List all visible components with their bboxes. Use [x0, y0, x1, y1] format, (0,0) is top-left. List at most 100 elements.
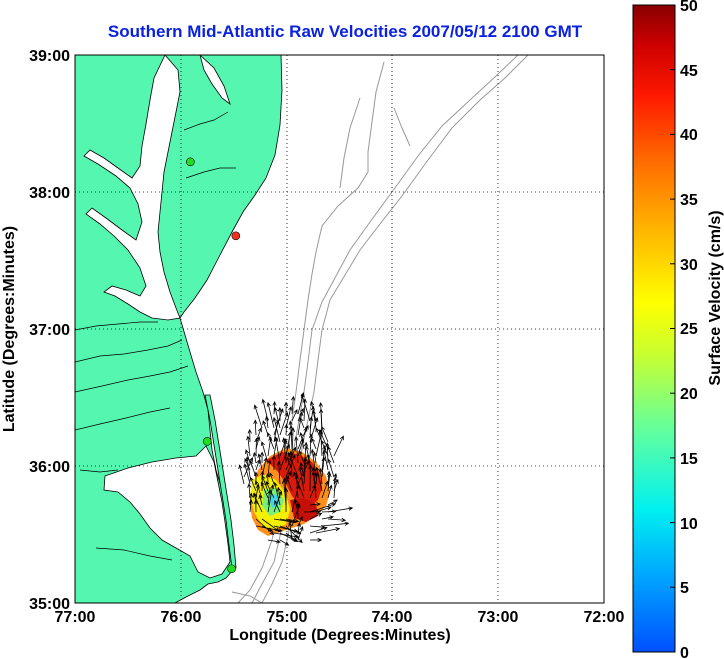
lon-tick-label: 73:00: [478, 609, 519, 626]
velocity-vector: [238, 464, 245, 485]
lon-tick-label: 75:00: [267, 609, 308, 626]
velocity-vector: [327, 445, 335, 464]
velocity-vector: [253, 492, 263, 513]
velocity-vector: [248, 492, 254, 506]
velocity-vector: [309, 502, 337, 513]
velocity-vector: [281, 437, 287, 464]
velocity-vector: [309, 526, 328, 534]
velocity-vector: [273, 525, 299, 533]
lat-tick-label: 38:00: [29, 185, 70, 202]
colorbar-tick-label: 40: [680, 127, 698, 144]
velocity-vector: [265, 473, 270, 485]
velocity-vector: [281, 479, 287, 506]
outer-banks: [204, 394, 237, 569]
velocity-vector: [245, 456, 251, 478]
velocity-vector: [315, 431, 323, 457]
velocity-vector: [297, 526, 304, 541]
velocity-vector: [243, 463, 251, 485]
velocity-vectors: [238, 391, 354, 546]
velocity-vector: [252, 451, 257, 464]
radar-site-marker: [231, 231, 241, 241]
velocity-vector: [253, 404, 263, 429]
pamlico-sound: [103, 445, 231, 579]
velocity-vector: [285, 532, 297, 542]
velocity-vector: [253, 499, 258, 513]
radar-sites: [186, 157, 241, 574]
lat-tick-label: 35:00: [29, 596, 70, 613]
colorbar-tick-label: 5: [680, 580, 689, 597]
velocity-vector: [249, 476, 257, 492]
velocity-vector: [267, 459, 272, 478]
velocity-vector: [267, 432, 275, 450]
velocity-vector: [255, 525, 283, 533]
velocity-vector: [255, 459, 261, 471]
velocity-vector: [291, 395, 296, 415]
velocity-vector: [297, 411, 304, 436]
velocity-vector: [260, 470, 265, 492]
colorbar-tick-label: 20: [680, 386, 698, 403]
velocity-vector: [285, 454, 296, 478]
velocity-vector: [309, 484, 316, 499]
velocity-vector: [294, 436, 299, 464]
velocity-vector: [327, 506, 354, 513]
lon-tick-label: 74:00: [372, 609, 413, 626]
velocity-vector: [297, 407, 304, 422]
velocity-vector: [279, 411, 289, 436]
velocity-vector: [273, 481, 281, 506]
velocity-vector: [267, 484, 275, 513]
velocity-vector: [267, 436, 273, 457]
velocity-vector: [290, 427, 296, 457]
velocity-vector: [272, 416, 281, 443]
velocity-vector: [318, 467, 323, 485]
velocity-vector: [284, 423, 289, 436]
velocity-vector: [309, 512, 323, 520]
velocity-vector: [273, 490, 283, 513]
velocity-vector: [333, 476, 338, 499]
velocity-vector: [273, 436, 281, 464]
velocity-vector: [261, 474, 269, 492]
velocity-vector: [303, 441, 308, 471]
velocity-vector: [321, 480, 329, 499]
lon-tick-label: 77:00: [55, 609, 96, 626]
velocity-vector: [315, 466, 323, 492]
velocity-vector: [248, 499, 253, 513]
rivers: [75, 111, 236, 561]
velocity-vector: [315, 527, 341, 534]
velocity-vector: [267, 539, 281, 544]
velocity-vector: [308, 433, 314, 457]
velocity-vector: [283, 487, 289, 513]
chesapeake-bay: [83, 55, 181, 321]
colorbar-tick-label: 50: [680, 0, 698, 15]
velocity-vector: [291, 409, 298, 422]
velocity-vector: [311, 437, 317, 450]
velocity-vector: [291, 484, 300, 513]
delaware-bay: [199, 55, 231, 106]
velocity-vector: [279, 539, 290, 546]
velocity-vector: [315, 506, 332, 513]
velocity-vector: [322, 448, 329, 471]
velocity-vector: [264, 415, 270, 429]
x-axis-label: Longitude (Degrees:Minutes): [229, 627, 450, 644]
radar-site-marker: [186, 157, 195, 167]
colorbar-tick-label: 10: [680, 516, 698, 533]
velocity-vector: [285, 475, 293, 492]
velocity-vector: [276, 461, 281, 485]
velocity-vector: [298, 465, 305, 492]
velocity-field: [238, 391, 354, 546]
velocity-vector: [321, 521, 350, 527]
velocity-vector: [265, 480, 275, 499]
colorbar-tick-label: 35: [680, 192, 698, 209]
velocity-vector: [254, 480, 263, 499]
velocity-vector: [273, 406, 281, 429]
velocity-vector: [255, 518, 275, 536]
velocity-vector: [327, 517, 347, 523]
colorbar-tick-labels: 50 45 40 35 30 25 20 15 10 5 0: [680, 0, 698, 659]
lat-tick-label: 37:00: [29, 322, 70, 339]
velocity-vector: [309, 537, 323, 543]
velocity-vector: [269, 472, 275, 485]
lon-tick-label: 72:00: [584, 609, 625, 626]
colorbar: [632, 4, 676, 653]
velocity-vector: [309, 502, 321, 507]
colorbar-tick-label: 30: [680, 257, 698, 274]
